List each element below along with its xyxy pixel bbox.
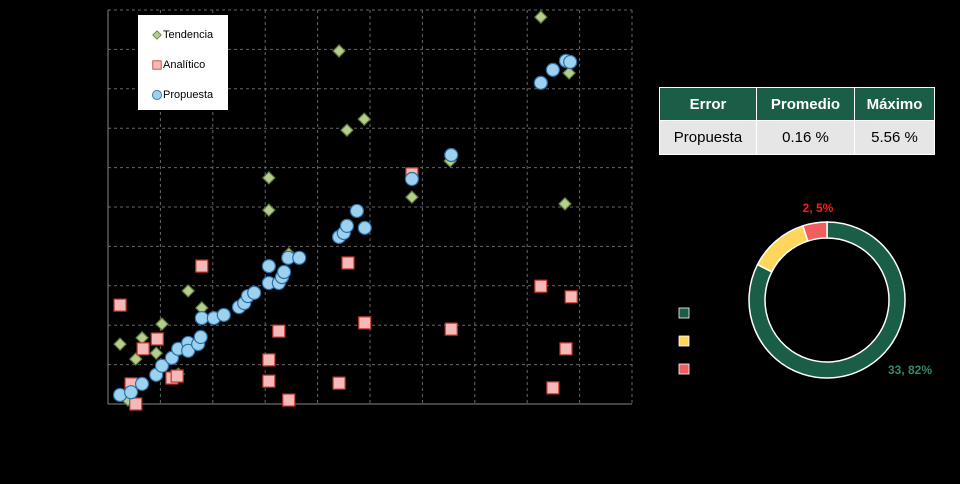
legend-swatch [678,307,690,319]
diamond-marker [262,170,276,185]
square-marker [272,324,286,338]
x-tick-label: 0 [105,412,111,424]
legend-swatch [678,335,690,347]
diamond-marker [340,123,354,138]
circle-marker [444,147,459,163]
square-marker [262,374,276,388]
error-table: Error Promedio Máximo Propuesta 0.16 % 5… [659,87,935,155]
y-tick-label: 2 [94,319,100,331]
x-tick-label: 4 [315,412,321,424]
diamond-marker [149,346,164,361]
circle-marker [194,311,209,326]
circle-marker [276,264,292,280]
legend-swatch [678,363,690,375]
donut-segment [756,224,809,273]
y-tick-label: 7 [94,122,100,134]
x-tick-label: 1 [157,412,163,424]
cell: 5.56 % [854,120,935,155]
diamond-marker [562,66,576,80]
diamond-marker [405,190,419,204]
circle-marker [152,90,162,100]
header-row: Error Promedio Máximo [659,87,935,121]
square-marker [113,298,127,312]
donut-segment [748,221,906,379]
donut-segment [801,221,828,242]
circle-marker [134,376,150,392]
square-marker [170,369,184,383]
circle-marker [181,343,196,358]
y-tick-label: 4 [94,240,100,252]
x-tick-label: 7 [472,412,478,424]
y-tick-label: 9 [94,43,100,55]
square-marker [282,393,296,407]
square-marker [195,259,209,273]
y-tick-label: 6 [94,162,100,174]
x-tick-label: 8 [524,412,530,424]
diamond-marker [262,203,276,218]
square-marker [341,256,355,270]
x-tick-label: 3 [262,412,268,424]
y-tick-label: 0 [94,398,100,410]
table-row: Propuesta 0.16 % 5.56 % [659,120,935,155]
cell: Propuesta [659,120,757,155]
circle-marker [349,203,364,219]
y-tick-label: 10 [88,4,100,16]
x-tick-label: 5 [367,412,373,424]
square-marker [332,376,346,390]
diamond-marker [155,317,169,331]
data-label: 2, 5% [803,201,834,215]
x-tick-label: 10 [626,412,638,424]
data-label: 33, 82% [888,363,932,377]
circle-marker [123,385,139,400]
diamond-marker [357,112,372,126]
y-tick-label: 5 [94,201,100,213]
diamond-marker [181,284,196,298]
square-marker [534,279,548,293]
header-cell: Promedio [755,87,856,121]
legend-label: Tendencia [163,29,214,41]
circle-marker [247,285,262,300]
x-tick-label: 6 [419,412,425,424]
y-tick-label: 1 [94,359,100,371]
diamond-marker [128,352,143,366]
y-tick-label: 3 [94,280,100,292]
square-marker [564,290,578,304]
diamond-marker [113,337,127,351]
x-tick-label: 2 [210,412,216,424]
circle-marker [292,250,307,265]
square-marker [559,342,573,356]
header-cell: Máximo [854,87,935,121]
header-cell: Error [659,87,757,121]
square-marker [358,316,372,330]
square-marker [262,353,276,367]
legend-label: Analítico [163,59,205,71]
circle-marker [261,259,276,274]
square-marker [152,60,162,70]
square-marker [546,381,560,395]
square-marker [136,342,150,356]
diamond-marker [558,196,572,211]
square-marker [129,397,143,411]
diamond-marker [533,10,548,24]
legend-label: Propuesta [163,89,214,101]
circle-marker [339,218,355,234]
diamond-marker [152,30,162,40]
y-tick-label: 8 [94,83,100,95]
diamond-marker [135,330,149,345]
circle-marker [545,62,560,77]
circle-marker [533,75,548,90]
circle-marker [404,171,420,187]
square-marker [444,322,458,336]
square-marker [150,332,164,346]
diamond-marker [332,44,346,58]
circle-marker [563,54,578,70]
circle-marker [193,329,208,345]
circle-marker [154,358,170,373]
circle-marker [357,220,372,235]
x-tick-label: 9 [577,412,583,424]
circle-marker [216,307,231,323]
cell: 0.16 % [755,120,856,155]
